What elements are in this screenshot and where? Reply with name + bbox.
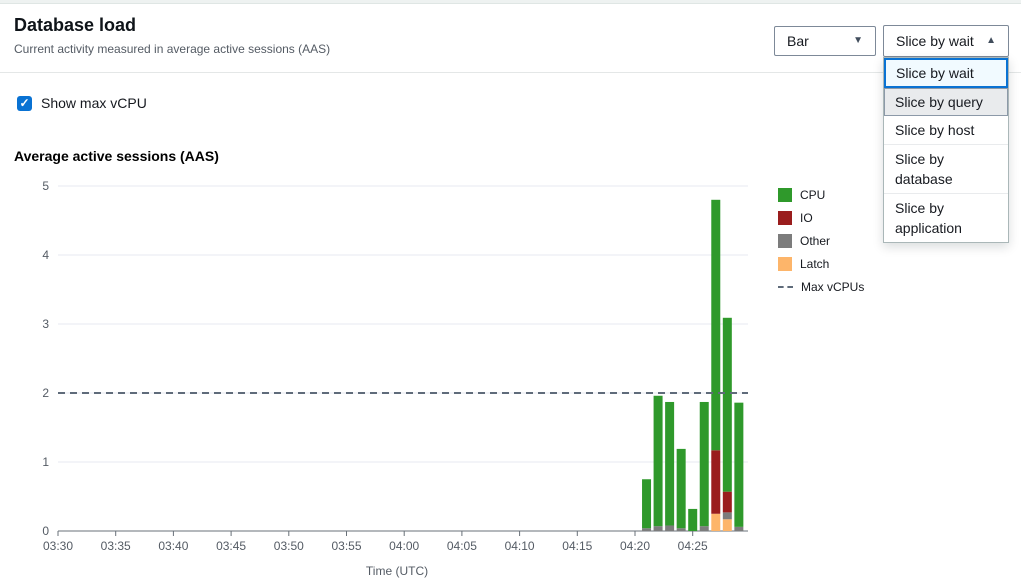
x-axis-label: Time (UTC)	[366, 564, 428, 578]
x-tick-label: 04:20	[620, 539, 650, 553]
bar-segment-other[interactable]	[734, 526, 744, 531]
top-divider	[0, 0, 1021, 4]
color-swatch-icon	[778, 211, 792, 225]
bar-segment-cpu[interactable]	[734, 402, 744, 527]
show-max-vcpu-label[interactable]: Show max vCPU	[41, 95, 147, 111]
legend-label: Max vCPUs	[801, 280, 865, 294]
legend-item-io[interactable]: IO	[778, 211, 864, 225]
x-tick-label: 03:30	[43, 539, 73, 553]
menu-item-slice-by-wait[interactable]: Slice by wait	[884, 58, 1008, 88]
color-swatch-icon	[778, 234, 792, 248]
y-tick-label: 0	[42, 524, 49, 538]
menu-item-slice-by-application[interactable]: Slice by application	[884, 194, 1008, 242]
x-tick-label: 03:35	[101, 539, 131, 553]
x-tick-label: 04:05	[447, 539, 477, 553]
x-tick-label: 03:45	[216, 539, 246, 553]
chart-title: Average active sessions (AAS)	[14, 148, 219, 164]
legend-label: CPU	[800, 188, 826, 202]
legend-label: Latch	[800, 257, 830, 271]
bar-segment-other[interactable]	[653, 526, 663, 531]
bar-segment-latch[interactable]	[711, 513, 721, 531]
legend-label: IO	[800, 211, 813, 225]
page-subtitle: Current activity measured in average act…	[14, 42, 331, 56]
x-tick-label: 04:15	[562, 539, 592, 553]
chart-legend: CPU IO Other Latch Max vCPUs	[778, 188, 864, 294]
bar-segment-cpu[interactable]	[676, 448, 686, 529]
legend-label: Other	[800, 234, 831, 248]
bar-segment-other[interactable]	[699, 526, 709, 531]
y-tick-label: 3	[42, 317, 49, 331]
color-swatch-icon	[778, 188, 792, 202]
bar-segment-cpu[interactable]	[665, 401, 675, 526]
menu-item-slice-by-query[interactable]: Slice by query	[884, 88, 1008, 116]
database-load-chart[interactable]: 0 1 2 3 4 5 03:30 03:35 03:40 03:45 03:50 03:55 04:0…	[0, 170, 1021, 585]
show-max-vcpu-checkbox[interactable]: ✓	[17, 95, 32, 111]
bar-segment-other[interactable]	[676, 528, 686, 531]
legend-item-max-vcpus[interactable]: Max vCPUs	[778, 280, 864, 294]
caret-down-icon: ▼	[853, 35, 863, 46]
bar-segment-cpu[interactable]	[711, 199, 721, 451]
header-divider	[0, 72, 1021, 73]
color-swatch-icon	[778, 257, 792, 271]
bar-segment-io[interactable]	[711, 450, 721, 514]
x-tick-label: 03:50	[274, 539, 304, 553]
menu-item-slice-by-database[interactable]: Slice by database	[884, 145, 1008, 194]
legend-item-latch[interactable]: Latch	[778, 257, 864, 271]
legend-item-cpu[interactable]: CPU	[778, 188, 864, 202]
bar-segment-cpu[interactable]	[653, 395, 663, 527]
bar-segment-other[interactable]	[722, 512, 732, 520]
y-tick-label: 5	[42, 179, 49, 193]
bar-segment-cpu[interactable]	[722, 317, 732, 492]
menu-item-slice-by-host[interactable]: Slice by host	[884, 116, 1008, 145]
x-tick-label: 04:00	[389, 539, 419, 553]
y-tick-label: 4	[42, 248, 49, 262]
bar-segment-cpu[interactable]	[688, 508, 698, 531]
y-tick-label: 2	[42, 386, 49, 400]
slice-by-select[interactable]: Slice by wait ▲	[883, 25, 1009, 57]
check-icon: ✓	[19, 95, 30, 110]
x-tick-label: 04:25	[678, 539, 708, 553]
chart-type-select-value: Bar	[787, 33, 809, 49]
bar-segment-latch[interactable]	[722, 519, 732, 531]
caret-up-icon: ▲	[986, 35, 996, 46]
bar-segment-io[interactable]	[722, 491, 732, 513]
show-max-vcpu-row: ✓ Show max vCPU	[17, 95, 147, 111]
slice-by-select-value: Slice by wait	[896, 33, 974, 49]
bar-segment-other[interactable]	[665, 525, 675, 531]
bar-segment-cpu[interactable]	[699, 401, 709, 527]
slice-by-dropdown-menu: Slice by wait Slice by query Slice by host…	[883, 57, 1009, 243]
legend-item-other[interactable]: Other	[778, 234, 864, 248]
page-title: Database load	[14, 15, 137, 35]
x-tick-label: 03:40	[158, 539, 188, 553]
chart-type-select[interactable]: Bar ▼	[774, 26, 876, 56]
bar-segment-cpu[interactable]	[642, 479, 652, 529]
x-tick-label: 03:55	[331, 539, 361, 553]
y-tick-label: 1	[42, 455, 49, 469]
x-tick-label: 04:10	[505, 539, 535, 553]
bar-segment-other[interactable]	[642, 528, 652, 531]
dashed-line-swatch-icon	[778, 286, 793, 288]
